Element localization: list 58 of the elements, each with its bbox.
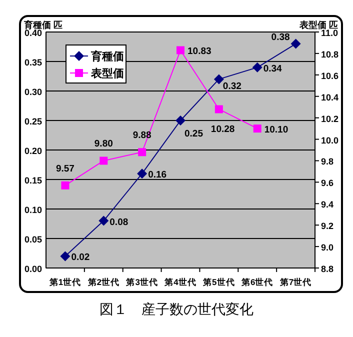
x-tick-label: 第5世代 <box>202 277 235 287</box>
point <box>98 216 109 226</box>
y2-tick-label: 9.2 <box>321 221 334 232</box>
y2-tick-label: 10.2 <box>321 114 339 124</box>
point <box>138 148 146 156</box>
data-label: 0.08 <box>110 216 128 228</box>
data-label: 0.38 <box>271 32 290 43</box>
y-tick-label: 0.10 <box>24 205 42 215</box>
y2-tick-label: 10.6 <box>321 70 339 81</box>
y2-axis-title: 表型価 匹 <box>298 20 338 30</box>
y2-tick-label: 8.8 <box>321 264 334 274</box>
y-tick-label: 0.25 <box>24 116 42 126</box>
point <box>252 62 262 72</box>
point <box>137 168 148 179</box>
y2-tick-label: 10.4 <box>321 92 339 102</box>
data-label: 0.25 <box>184 128 204 140</box>
point <box>176 116 186 126</box>
y2-tick-label: 9.0 <box>321 242 334 253</box>
data-label: 0.16 <box>148 170 167 181</box>
legend-label: 育種価 <box>90 50 124 63</box>
x-tick-label: 第7世代 <box>278 277 312 287</box>
point <box>214 74 224 84</box>
data-label: 10.83 <box>188 46 212 58</box>
y-axis-title: 育種価 匹 <box>23 19 63 30</box>
point <box>290 38 301 49</box>
y-tick-label: 0.15 <box>24 176 42 186</box>
point <box>214 105 223 114</box>
x-tick-label: 第6世代 <box>240 277 274 287</box>
x-tick-label: 第4世代 <box>164 277 196 287</box>
point <box>61 181 70 190</box>
data-label: 9.80 <box>94 138 113 150</box>
y-tick-label: 0.40 <box>24 28 42 38</box>
data-label: 9.57 <box>56 163 74 174</box>
y2-tick-label: 11.0 <box>321 28 338 38</box>
point <box>60 251 70 262</box>
y2-tick-label: 9.6 <box>321 178 334 188</box>
data-label: 0.34 <box>263 63 283 74</box>
y-tick-label: 0.05 <box>24 234 42 244</box>
point <box>176 46 184 54</box>
y-tick-label: 0.30 <box>24 87 42 97</box>
text: 図１ 産子数の世代変化 <box>100 302 254 318</box>
y2-tick-label: 9.4 <box>321 200 334 210</box>
x-tick-label: 第2世代 <box>86 277 120 287</box>
y2-tick-label: 9.8 <box>321 156 334 167</box>
x-tick-label: 第1世代 <box>48 277 82 287</box>
data-label: 0.02 <box>71 252 90 264</box>
point <box>253 124 262 133</box>
y2-tick-label: 10.8 <box>321 49 339 60</box>
data-label: 10.28 <box>210 124 235 136</box>
y-tick-label: 0.00 <box>24 264 42 274</box>
legend-label: 表型価 <box>90 67 124 80</box>
x-tick-label: 第3世代 <box>125 277 158 287</box>
y-tick-label: 0.35 <box>24 58 42 68</box>
data-label: 0.32 <box>222 81 242 92</box>
point <box>100 156 108 165</box>
y2-tick-label: 10.0 <box>321 135 339 146</box>
data-label: 10.10 <box>264 124 288 136</box>
y-tick-label: 0.20 <box>24 146 42 156</box>
